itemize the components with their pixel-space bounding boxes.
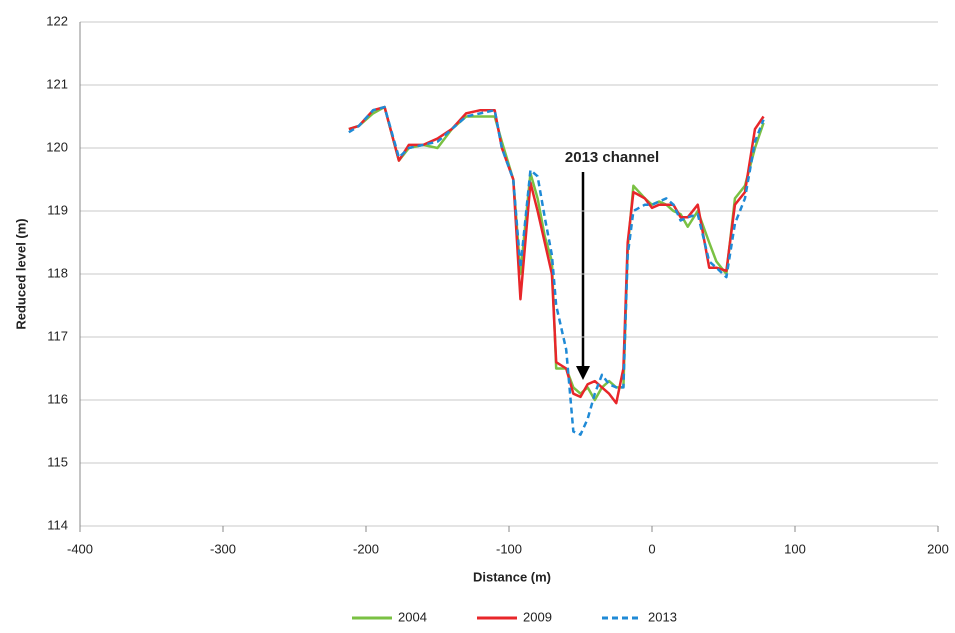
y-tick-label: 119 (47, 202, 68, 217)
y-axis-title: Reduced level (m) (13, 218, 28, 329)
legend-label: 2009 (523, 609, 552, 624)
annotation: 2013 channel (565, 149, 659, 166)
x-tick-label: -300 (210, 541, 236, 556)
data-line (348, 105, 765, 436)
y-tick-label: 117 (47, 328, 68, 343)
y-tick-label: 115 (47, 454, 68, 469)
y-tick-label: 121 (46, 76, 68, 91)
x-tick-label: -100 (496, 541, 522, 556)
x-axis-title: Distance (m) (473, 569, 551, 584)
data-line (348, 105, 765, 405)
x-tick-label: -200 (353, 541, 379, 556)
legend-label: 2013 (648, 609, 677, 624)
y-tick-label: 118 (47, 265, 68, 280)
legend-label: 2004 (398, 609, 427, 624)
x-tick-label: -400 (67, 541, 93, 556)
y-tick-label: 122 (46, 13, 68, 28)
x-tick-label: 0 (648, 541, 655, 556)
y-tick-label: 116 (47, 391, 68, 406)
x-tick-label: 200 (927, 541, 949, 556)
x-tick-label: 100 (784, 541, 806, 556)
y-tick-label: 120 (46, 139, 68, 154)
arrow-head (576, 366, 590, 380)
y-tick-label: 114 (47, 517, 68, 532)
